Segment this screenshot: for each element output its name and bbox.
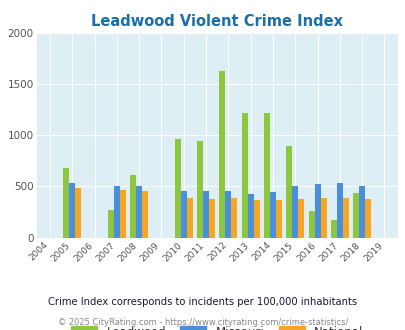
Bar xyxy=(275,200,281,238)
Bar xyxy=(174,139,180,238)
Bar xyxy=(308,211,314,238)
Bar xyxy=(202,190,209,238)
Title: Leadwood Violent Crime Index: Leadwood Violent Crime Index xyxy=(91,14,342,29)
Bar xyxy=(75,188,81,238)
Bar xyxy=(186,198,192,238)
Bar xyxy=(180,190,186,238)
Bar xyxy=(320,198,326,238)
Bar xyxy=(196,142,202,238)
Bar xyxy=(358,186,364,238)
Bar xyxy=(286,146,292,238)
Bar xyxy=(136,186,142,238)
Bar xyxy=(253,200,259,238)
Bar xyxy=(113,186,119,238)
Bar xyxy=(247,194,253,238)
Bar xyxy=(263,113,269,238)
Bar xyxy=(314,184,320,238)
Bar xyxy=(269,191,275,238)
Bar xyxy=(69,183,75,238)
Bar xyxy=(336,183,342,238)
Bar xyxy=(63,168,69,238)
Bar xyxy=(219,71,225,238)
Bar xyxy=(352,193,358,238)
Text: © 2025 CityRating.com - https://www.cityrating.com/crime-statistics/: © 2025 CityRating.com - https://www.city… xyxy=(58,318,347,327)
Bar xyxy=(108,210,113,238)
Bar xyxy=(364,199,370,238)
Bar xyxy=(130,175,136,238)
Bar xyxy=(241,113,247,238)
Bar xyxy=(231,198,237,238)
Bar xyxy=(292,186,298,238)
Legend: Leadwood, Missouri, National: Leadwood, Missouri, National xyxy=(66,321,367,330)
Text: Crime Index corresponds to incidents per 100,000 inhabitants: Crime Index corresponds to incidents per… xyxy=(48,297,357,307)
Bar xyxy=(119,189,126,238)
Bar xyxy=(298,199,304,238)
Bar xyxy=(342,198,348,238)
Bar xyxy=(330,220,336,238)
Bar xyxy=(225,190,231,238)
Bar xyxy=(142,190,148,238)
Bar xyxy=(209,199,215,238)
